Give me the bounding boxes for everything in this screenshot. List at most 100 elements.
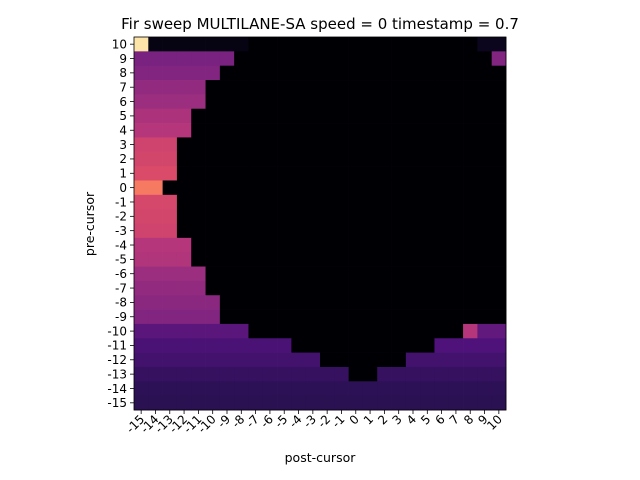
heatmap-cell <box>405 338 421 353</box>
y-tick-label: 0 <box>119 181 127 195</box>
heatmap-cell <box>134 280 149 296</box>
heatmap-cell <box>377 65 392 81</box>
heatmap-cell <box>348 223 364 239</box>
heatmap-cell <box>277 295 292 310</box>
heatmap-cell <box>434 51 450 67</box>
heatmap-cell <box>148 338 163 353</box>
heatmap-cell <box>262 151 278 167</box>
heatmap-cell <box>377 37 392 52</box>
heatmap-cell <box>405 381 421 397</box>
heatmap-cell <box>248 108 264 124</box>
heatmap-cell <box>205 309 221 325</box>
heatmap-cell <box>277 123 292 138</box>
heatmap-cell <box>348 94 364 110</box>
heatmap-cell <box>277 137 292 153</box>
heatmap-cell <box>262 295 278 310</box>
heatmap-cell <box>205 237 221 253</box>
y-tick-label: 6 <box>119 95 127 109</box>
heatmap-cell <box>305 338 321 353</box>
heatmap-cell <box>420 309 435 325</box>
heatmap-cell <box>291 295 307 310</box>
heatmap-cell <box>262 94 278 110</box>
heatmap-cell <box>248 223 264 239</box>
heatmap-cell <box>191 309 206 325</box>
heatmap-cell <box>434 366 450 382</box>
heatmap-cell <box>434 209 450 224</box>
heatmap-cell <box>162 366 178 382</box>
heatmap-cell <box>362 223 378 239</box>
heatmap-cell <box>148 237 163 253</box>
heatmap-cell <box>491 266 507 282</box>
heatmap-cell <box>277 338 292 353</box>
heatmap-cell <box>162 338 178 353</box>
heatmap-cell <box>262 209 278 224</box>
heatmap-cell <box>391 338 407 353</box>
heatmap-cell <box>148 180 163 196</box>
heatmap-cell <box>291 151 307 167</box>
heatmap-cell <box>491 137 507 153</box>
heatmap-cell <box>434 194 450 210</box>
heatmap-cell <box>162 166 178 181</box>
heatmap-cell <box>405 323 421 339</box>
heatmap-cell <box>420 151 435 167</box>
heatmap-cell <box>348 166 364 181</box>
heatmap-cell <box>219 237 235 253</box>
heatmap-cell <box>134 151 149 167</box>
heatmap-cell <box>176 338 192 353</box>
heatmap-cell <box>191 295 206 310</box>
heatmap-cell <box>291 137 307 153</box>
heatmap-cell <box>420 194 435 210</box>
heatmap-cell <box>362 51 378 67</box>
heatmap-cell <box>176 80 192 95</box>
heatmap-cell <box>420 108 435 124</box>
heatmap-cell <box>176 381 192 397</box>
heatmap-cell <box>448 37 464 52</box>
heatmap-cell <box>162 151 178 167</box>
heatmap-cell <box>305 280 321 296</box>
heatmap-cell <box>377 108 392 124</box>
heatmap-cell <box>262 37 278 52</box>
heatmap-cell <box>205 381 221 397</box>
heatmap-cell <box>405 366 421 382</box>
heatmap-cell <box>291 194 307 210</box>
heatmap-cell <box>291 252 307 267</box>
heatmap-cell <box>305 80 321 95</box>
heatmap-cell <box>234 295 249 310</box>
heatmap-cell <box>448 295 464 310</box>
heatmap-cell <box>234 252 249 267</box>
heatmap-cell <box>162 280 178 296</box>
heatmap-cell <box>334 309 349 325</box>
heatmap-cell <box>334 51 349 67</box>
x-tick-label: 10 <box>484 412 505 433</box>
heatmap-cell <box>305 381 321 397</box>
heatmap-cell <box>405 252 421 267</box>
heatmap-cell <box>205 137 221 153</box>
heatmap-cell <box>248 166 264 181</box>
heatmap-cell <box>362 252 378 267</box>
heatmap-cell <box>162 323 178 339</box>
heatmap-cell <box>405 266 421 282</box>
heatmap-cell <box>262 323 278 339</box>
heatmap-cell <box>148 395 163 411</box>
x-tick-label: 6 <box>432 412 447 427</box>
heatmap-cell <box>205 209 221 224</box>
heatmap-cell <box>377 194 392 210</box>
heatmap-cell <box>205 180 221 196</box>
heatmap-cell <box>277 80 292 95</box>
heatmap-cell <box>248 194 264 210</box>
heatmap-cell <box>334 266 349 282</box>
heatmap-cell <box>391 166 407 181</box>
heatmap-cell <box>291 223 307 239</box>
heatmap-cell <box>334 37 349 52</box>
heatmap-cell <box>477 309 493 325</box>
heatmap-cell <box>405 37 421 52</box>
heatmap-cell <box>277 151 292 167</box>
heatmap-cell <box>248 209 264 224</box>
heatmap-cell <box>262 381 278 397</box>
heatmap-cell <box>191 266 206 282</box>
heatmap-cell <box>405 123 421 138</box>
heatmap-cell <box>291 266 307 282</box>
heatmap-cell <box>377 280 392 296</box>
heatmap-cell <box>248 338 264 353</box>
heatmap-cell <box>162 309 178 325</box>
